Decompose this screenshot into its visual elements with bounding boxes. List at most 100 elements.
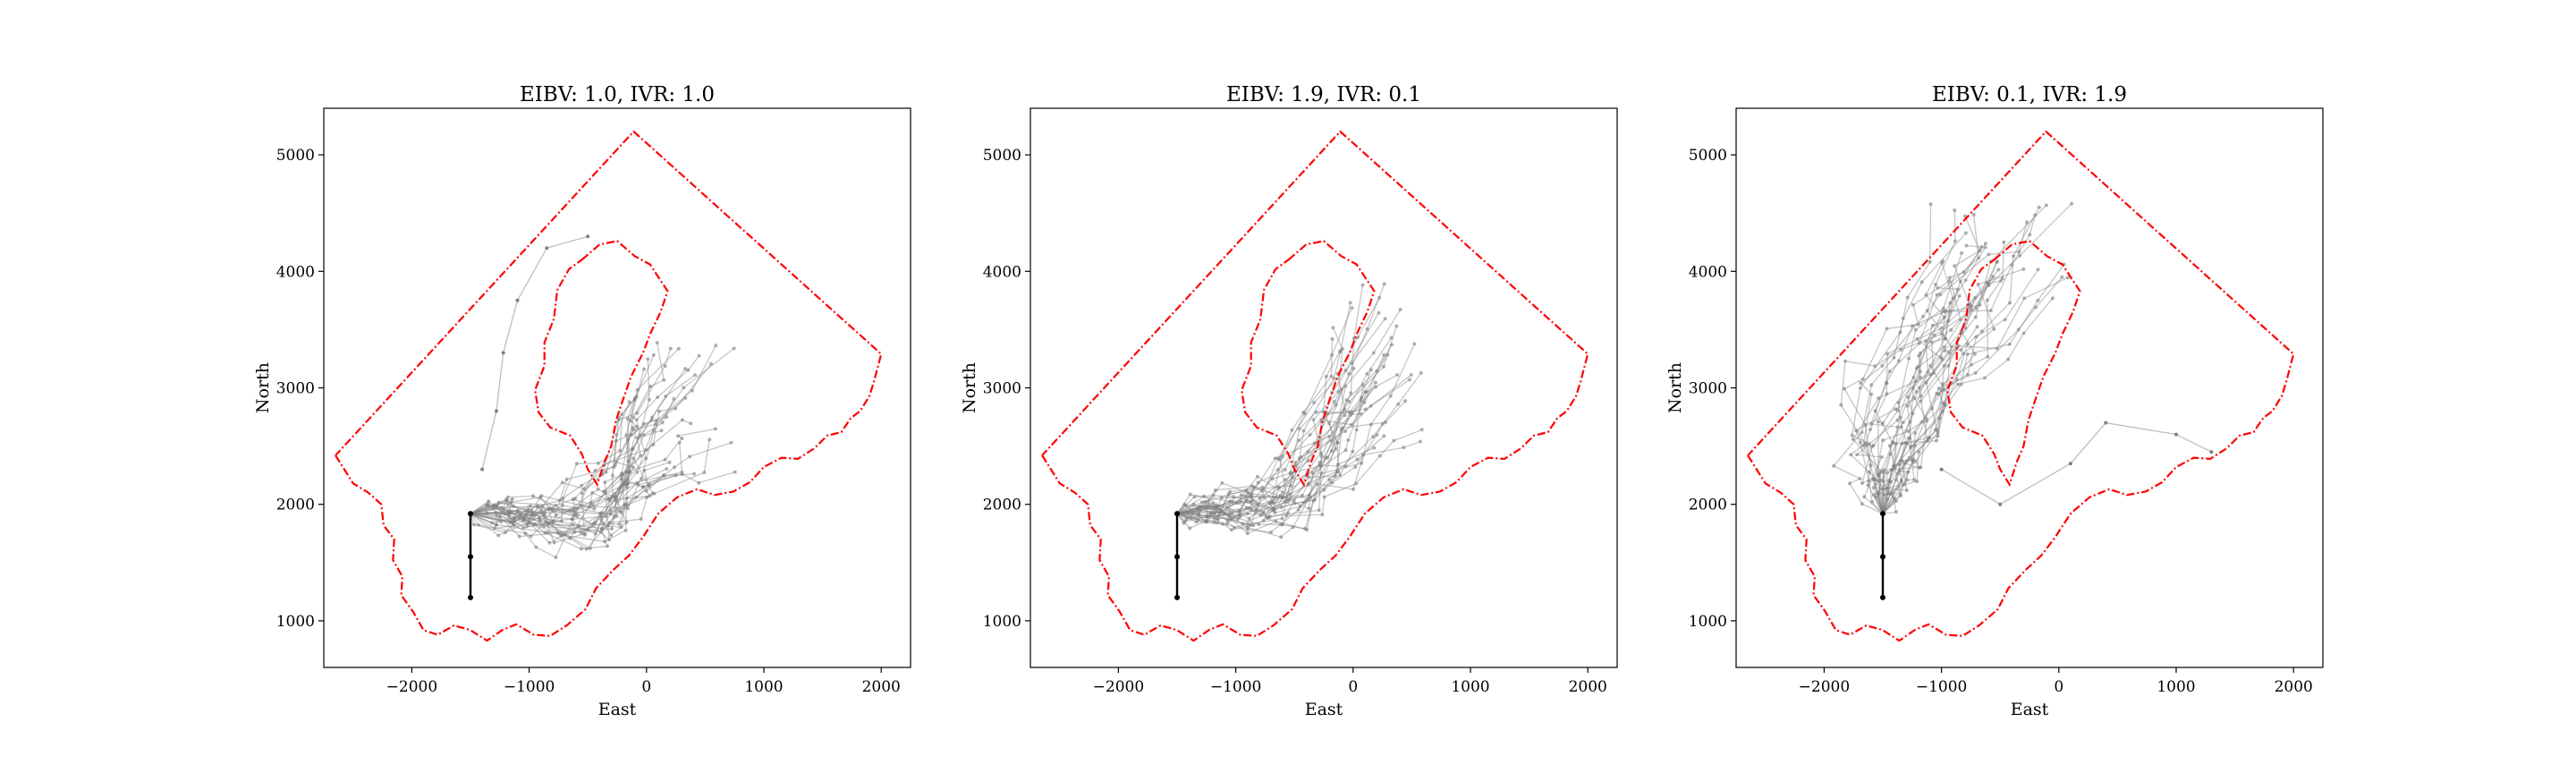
trajectory-point xyxy=(1906,429,1911,433)
trajectory-point xyxy=(1313,497,1317,502)
trajectory-point xyxy=(1296,507,1301,512)
trajectory-point xyxy=(1928,372,1933,377)
trajectory-point xyxy=(1885,486,1889,490)
trajectory-point xyxy=(1402,446,1406,450)
trajectory-point xyxy=(1934,283,1937,287)
trajectory-point xyxy=(1245,498,1250,503)
trajectory-point xyxy=(1334,446,1338,451)
trajectory-point xyxy=(485,511,489,515)
trajectory-line xyxy=(470,355,700,522)
trajectory-point xyxy=(1912,395,1917,400)
trajectory-point xyxy=(1894,478,1898,482)
trajectory-point xyxy=(1394,324,1399,328)
x-tick-label: −2000 xyxy=(1799,678,1851,696)
trajectory-point xyxy=(1988,309,1993,313)
trajectory-point xyxy=(1913,459,1918,463)
trajectory-point xyxy=(1330,480,1335,485)
trajectory-point xyxy=(2044,203,2048,208)
trajectory-point xyxy=(689,421,693,426)
trajectory-point xyxy=(619,484,623,488)
x-tick-label: 1000 xyxy=(2157,678,2195,696)
trajectory-point xyxy=(1995,346,1999,351)
trajectory-point xyxy=(1944,309,1948,313)
trajectory-point xyxy=(507,520,512,523)
trajectory-point xyxy=(1991,275,1996,279)
trajectory-point xyxy=(550,508,555,513)
trajectory-point xyxy=(1208,511,1213,515)
trajectory-point xyxy=(1873,482,1877,487)
trajectory-point xyxy=(1876,479,1880,483)
trajectory-point xyxy=(614,460,618,464)
trajectory-point xyxy=(1186,510,1191,514)
trajectory-point xyxy=(1196,512,1200,516)
inner-boundary xyxy=(1946,240,2081,488)
trajectory-point xyxy=(1234,501,1239,505)
trajectory-point xyxy=(555,531,560,535)
trajectory-point xyxy=(1239,499,1243,504)
trajectory-point xyxy=(1900,441,1904,446)
trajectory-point xyxy=(625,506,630,511)
trajectory-point xyxy=(1908,420,1912,424)
trajectory-point xyxy=(550,520,555,524)
trajectory-point xyxy=(1279,522,1284,527)
trajectory-point xyxy=(1959,382,1963,386)
trajectory-point xyxy=(1871,493,1876,497)
trajectory-point xyxy=(625,485,630,489)
trajectory-point xyxy=(1349,391,1353,395)
trajectory-point xyxy=(1346,437,1351,442)
trajectory-point xyxy=(2017,250,2021,254)
trajectory-point xyxy=(572,508,576,513)
trajectory-point xyxy=(1978,303,1982,307)
trajectory-line xyxy=(1872,264,2065,514)
trajectory-point xyxy=(651,442,656,446)
trajectory-point xyxy=(1343,429,1347,433)
trajectory-point xyxy=(1863,441,1868,446)
trajectory-point xyxy=(653,422,657,427)
trajectory-point xyxy=(496,533,501,538)
trajectory-point xyxy=(1377,310,1381,315)
y-tick-label: 4000 xyxy=(276,263,315,281)
trajectory-point xyxy=(2010,263,2014,267)
trajectory-point xyxy=(1206,514,1210,519)
trajectory-point xyxy=(1408,378,1412,382)
stray-trajectory xyxy=(1941,421,2212,505)
trajectory-line xyxy=(470,472,695,521)
panel-title: EIBV: 0.1, IVR: 1.9 xyxy=(1932,83,2127,106)
trajectory-point xyxy=(608,512,613,516)
trajectory-point xyxy=(547,540,552,545)
trajectory-point xyxy=(528,517,532,522)
trajectory-point xyxy=(625,481,630,486)
trajectory-point xyxy=(1925,309,1929,313)
trajectory-point xyxy=(2018,253,2022,258)
start-point xyxy=(468,594,473,600)
trajectory-point xyxy=(1958,318,1962,322)
trajectory-point xyxy=(629,432,633,437)
trajectory-point xyxy=(1935,438,1938,443)
trajectory-point xyxy=(1275,468,1280,472)
trajectory-point xyxy=(543,531,547,535)
trajectory-point xyxy=(1348,301,1352,305)
trajectory-point xyxy=(538,517,542,522)
trajectory-point xyxy=(596,487,600,491)
trajectory-point xyxy=(647,483,651,488)
trajectory-point xyxy=(660,420,665,425)
trajectory-point xyxy=(1189,516,1193,521)
trajectory-point xyxy=(1996,268,2001,272)
trajectory-point xyxy=(1915,480,1919,484)
trajectory-point xyxy=(1216,521,1220,525)
trajectory-point xyxy=(1246,491,1250,496)
trajectory-point xyxy=(1920,420,1924,424)
trajectory-point xyxy=(2174,432,2178,437)
trajectory-point xyxy=(1873,364,1877,369)
trajectory-point xyxy=(1889,468,1894,472)
trajectory-point xyxy=(2021,331,2026,336)
trajectory-point xyxy=(630,446,634,451)
trajectory-point xyxy=(531,517,536,522)
start-point xyxy=(1880,511,1885,517)
trajectory-point xyxy=(683,395,688,400)
trajectory-point xyxy=(602,489,606,494)
trajectory-point xyxy=(1188,526,1192,531)
trajectory-point xyxy=(542,524,547,529)
trajectory-point xyxy=(531,494,535,498)
axes-frame xyxy=(1030,107,1618,668)
